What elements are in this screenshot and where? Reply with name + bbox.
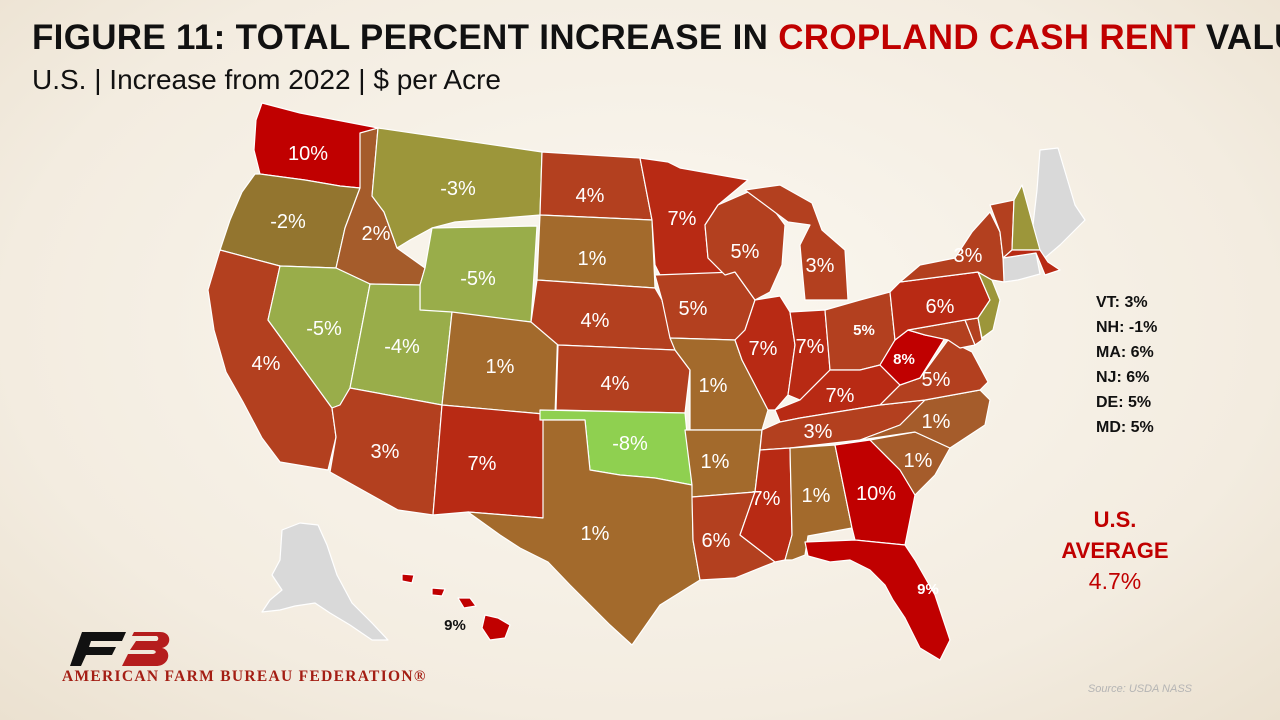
label-WA: 10% (288, 143, 328, 165)
label-MS: 7% (752, 488, 781, 510)
label-AR: 1% (701, 451, 730, 473)
label-NV: -5% (306, 318, 342, 340)
label-WV: 8% (893, 351, 915, 368)
label-IL: 7% (749, 338, 778, 360)
state-HI-oahu (431, 587, 446, 597)
state-TX (467, 419, 701, 646)
us-average-line1: U.S. (1093, 507, 1137, 532)
label-ID: 2% (362, 223, 391, 245)
source-note: Source: USDA NASS (1087, 683, 1192, 695)
state-WI (704, 191, 786, 301)
small-state-VT: VT: 3% (1096, 294, 1148, 311)
label-KY: 7% (826, 385, 855, 407)
label-SC: 1% (904, 450, 933, 472)
label-IA: 5% (679, 298, 708, 320)
label-WI: 5% (731, 241, 760, 263)
state-HI-main (481, 614, 511, 641)
title-prefix: FIGURE 11: TOTAL PERCENT INCREASE IN (32, 18, 779, 57)
small-state-DE: DE: 5% (1096, 394, 1152, 411)
chart-subtitle: U.S. | Increase from 2022 | $ per Acre (32, 64, 501, 95)
label-OH: 5% (853, 322, 875, 339)
state-NH (1011, 184, 1041, 251)
us-average-line2: AVERAGE (1061, 538, 1169, 563)
us-average-value: 4.7% (1088, 568, 1142, 594)
state-CO (441, 311, 559, 416)
chart-title: FIGURE 11: TOTAL PERCENT INCREASE IN CRO… (32, 18, 1280, 58)
label-WY: -5% (460, 268, 496, 290)
label-TN: 3% (804, 421, 833, 443)
farm-bureau-logo-icon (70, 632, 170, 666)
label-AL: 1% (802, 485, 831, 507)
us-average-callout: U.S. AVERAGE 4.7% (1060, 504, 1170, 597)
state-NY (899, 211, 1005, 283)
organization-name: AMERICAN FARM BUREAU FEDERATION® (62, 668, 427, 685)
label-ND: 4% (576, 185, 605, 207)
label-OR: -2% (270, 211, 306, 233)
label-UT: -4% (384, 336, 420, 358)
label-CO: 1% (486, 356, 515, 378)
small-state-MA: MA: 6% (1096, 344, 1154, 361)
label-MN: 7% (668, 208, 697, 230)
small-states-list: VT: 3% NH: -1% MA: 6% NJ: 6% DE: 5% MD: … (1096, 290, 1157, 440)
label-CA: 4% (252, 353, 281, 375)
label-NM: 7% (468, 453, 497, 475)
state-FL (804, 539, 951, 661)
label-NY: 3% (954, 245, 983, 267)
label-VA: 5% (922, 369, 951, 391)
state-AK (261, 522, 389, 641)
label-PA: 6% (926, 296, 955, 318)
label-NC: 1% (922, 411, 951, 433)
label-NE: 4% (581, 310, 610, 332)
label-HI: 9% (444, 617, 466, 634)
label-LA: 6% (702, 530, 731, 552)
label-SD: 1% (578, 248, 607, 270)
state-ME (1032, 147, 1086, 263)
label-GA: 10% (856, 483, 896, 505)
small-state-NJ: NJ: 6% (1096, 369, 1150, 386)
state-HI-kauai (401, 573, 415, 584)
small-state-NH: NH: -1% (1096, 319, 1158, 336)
state-MA (1002, 249, 1061, 276)
state-MI (744, 184, 849, 301)
label-MI: 3% (806, 255, 835, 277)
state-KS (555, 344, 691, 414)
state-HI-maui (457, 597, 477, 609)
small-state-MD: MD: 5% (1096, 419, 1154, 436)
title-highlight: CROPLAND CASH RENT (778, 18, 1196, 57)
title-suffix: VALUE (1205, 18, 1280, 57)
label-TX: 1% (581, 523, 610, 545)
state-NJ (977, 271, 1001, 339)
label-AZ: 3% (371, 441, 400, 463)
label-MT: -3% (440, 178, 476, 200)
label-IN: 7% (796, 336, 825, 358)
label-FL: 9% (917, 581, 939, 598)
label-MO: 1% (699, 375, 728, 397)
label-OK: -8% (612, 433, 648, 455)
label-KS: 4% (601, 373, 630, 395)
